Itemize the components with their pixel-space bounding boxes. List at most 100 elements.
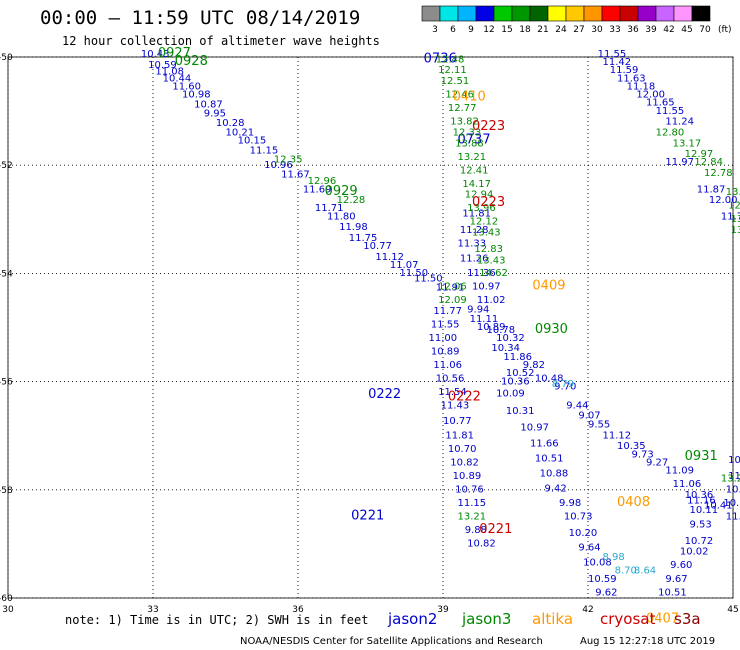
wave-height-label: 10.51 bbox=[658, 587, 687, 598]
wave-height-label: 9.27 bbox=[646, 457, 668, 468]
wave-height-label: 12.78 bbox=[704, 168, 733, 179]
wave-height-label: 12.06 bbox=[438, 282, 467, 293]
pass-time-label: 0737 bbox=[458, 133, 491, 148]
wave-height-label: 10.59 bbox=[726, 485, 740, 496]
wave-height-label: 10.15 bbox=[238, 136, 267, 147]
wave-height-label: 10.31 bbox=[506, 406, 535, 417]
pass-time-label: 0223 bbox=[472, 119, 505, 134]
x-tick-label: 36 bbox=[292, 605, 304, 615]
wave-height-label: 11.42 bbox=[603, 57, 632, 68]
wave-height-label: 12.77 bbox=[448, 103, 477, 114]
color-scale-swatch bbox=[637, 5, 657, 22]
wave-height-label: 8.98 bbox=[603, 552, 625, 563]
color-scale-swatch bbox=[601, 5, 621, 22]
wave-height-label: 12.94 bbox=[465, 190, 494, 201]
wave-height-label: 12.51 bbox=[441, 76, 470, 87]
color-scale-swatch bbox=[475, 5, 495, 22]
wave-height-label: 9.42 bbox=[545, 483, 567, 494]
legend-item-s3a: s3a bbox=[674, 610, 701, 628]
wave-height-label: 13 bbox=[731, 225, 740, 236]
y-tick-label: -50 bbox=[0, 53, 13, 63]
plot-frame bbox=[7, 56, 734, 599]
x-tick-label: 42 bbox=[582, 605, 593, 615]
wave-height-label: 11.65 bbox=[646, 98, 675, 109]
wave-height-label: 14.62 bbox=[479, 268, 508, 279]
wave-height-label: 11.18 bbox=[627, 81, 656, 92]
pass-time-label: 0222 bbox=[448, 390, 481, 405]
wave-height-label: 11.86 bbox=[503, 352, 532, 363]
wave-height-label: 11.09 bbox=[665, 466, 694, 477]
wave-height-label: 11.80 bbox=[327, 211, 356, 222]
wave-height-label: 11.28 bbox=[460, 225, 489, 236]
wave-height-label: 11.24 bbox=[665, 117, 694, 128]
wave-height-label: 12.28 bbox=[337, 195, 366, 206]
wave-height-label: 10.78 bbox=[487, 325, 516, 336]
wave-height-label: 11.55 bbox=[598, 49, 627, 60]
wave-height-label: 8.70 bbox=[615, 566, 637, 577]
y-tick-label: -54 bbox=[0, 269, 13, 279]
wave-height-label: 10.48 bbox=[535, 374, 564, 385]
footnote: note: 1) Time is in UTC; 2) SWH is in fe… bbox=[65, 613, 368, 627]
wave-height-label: 10.70 bbox=[448, 444, 477, 455]
color-scale-tick-label: 12 bbox=[483, 25, 494, 35]
wave-height-label: 11.43 bbox=[441, 401, 470, 412]
wave-height-label: 13.43 bbox=[477, 256, 506, 267]
color-scale-swatch bbox=[619, 5, 639, 22]
wave-height-label: 9.60 bbox=[670, 560, 692, 571]
wave-height-label: 10.32 bbox=[496, 333, 525, 344]
credit-line: NOAA/NESDIS Center for Satellite Applica… bbox=[240, 636, 543, 647]
wave-height-label: 11.00 bbox=[429, 333, 458, 344]
wave-height-label: 12.11 bbox=[438, 65, 467, 76]
wave-height-label: 10.77 bbox=[363, 241, 392, 252]
wave-height-label: 10.97 bbox=[472, 282, 501, 293]
wave-height-label: 9.95 bbox=[204, 109, 226, 120]
color-scale-swatch bbox=[421, 5, 441, 22]
wave-height-label: 10.08 bbox=[583, 558, 612, 569]
color-scale-swatch bbox=[493, 5, 513, 22]
wave-height-label: 11.78 bbox=[721, 211, 740, 222]
wave-height-label: 11.3 bbox=[728, 471, 740, 482]
wave-height-label: 11.50 bbox=[400, 268, 429, 279]
color-scale-tick-label: 36 bbox=[627, 25, 639, 35]
wave-height-label: 12.00 bbox=[636, 90, 665, 101]
wave-height-label: 10.59 bbox=[588, 574, 617, 585]
wave-height-label: 12.48 bbox=[436, 54, 465, 65]
wave-height-label: 9.70 bbox=[554, 382, 576, 393]
legend-item-altika: altika bbox=[532, 610, 573, 628]
pass-time-label: 0408 bbox=[617, 495, 650, 510]
color-scale-tick-label: 27 bbox=[573, 25, 584, 35]
wave-height-label: 11.55 bbox=[656, 106, 685, 117]
wave-height-label: 10.89 bbox=[477, 322, 506, 333]
color-scale-tick-label: 24 bbox=[555, 25, 567, 35]
wave-height-label: 10.41 bbox=[704, 501, 733, 512]
wave-height-label: 13.21 bbox=[458, 512, 487, 523]
wave-height-label: 11.70 bbox=[726, 512, 740, 523]
wave-height-label: 10.89 bbox=[453, 471, 482, 482]
wave-height-label: 10.89 bbox=[431, 347, 460, 358]
wave-height-label: 13.28 bbox=[721, 474, 740, 485]
wave-height-label: 12.80 bbox=[656, 127, 685, 138]
wave-height-label: 12.12 bbox=[470, 217, 499, 228]
y-tick-label: -60 bbox=[0, 594, 13, 604]
wave-height-label: 11.71 bbox=[315, 203, 344, 214]
wave-height-label: 10.20 bbox=[569, 528, 598, 539]
wave-height-label: 10.36 bbox=[501, 376, 530, 387]
wave-height-label: 10.98 bbox=[182, 90, 211, 101]
pass-time-label: 0221 bbox=[479, 522, 512, 537]
wave-height-label: 11.67 bbox=[281, 170, 310, 181]
wave-height-label: 11.11 bbox=[470, 314, 499, 325]
wave-height-label: 10.36 bbox=[685, 490, 714, 501]
pass-time-label: 0736 bbox=[424, 51, 457, 66]
wave-height-label: 11.15 bbox=[250, 145, 279, 156]
wave-height-label: 11.63 bbox=[617, 73, 646, 84]
wave-height-label: 11.75 bbox=[349, 233, 378, 244]
wave-height-label: 10.56 bbox=[436, 374, 465, 385]
x-tick-label: 39 bbox=[437, 605, 449, 615]
color-scale-tick-label: 6 bbox=[450, 25, 456, 35]
color-scale-swatch bbox=[655, 5, 675, 22]
color-scale-swatch bbox=[673, 5, 693, 22]
wave-height-label: 11.60 bbox=[172, 81, 201, 92]
wave-height-label: 9.53 bbox=[690, 520, 712, 531]
wave-height-label: 11.02 bbox=[477, 295, 506, 306]
